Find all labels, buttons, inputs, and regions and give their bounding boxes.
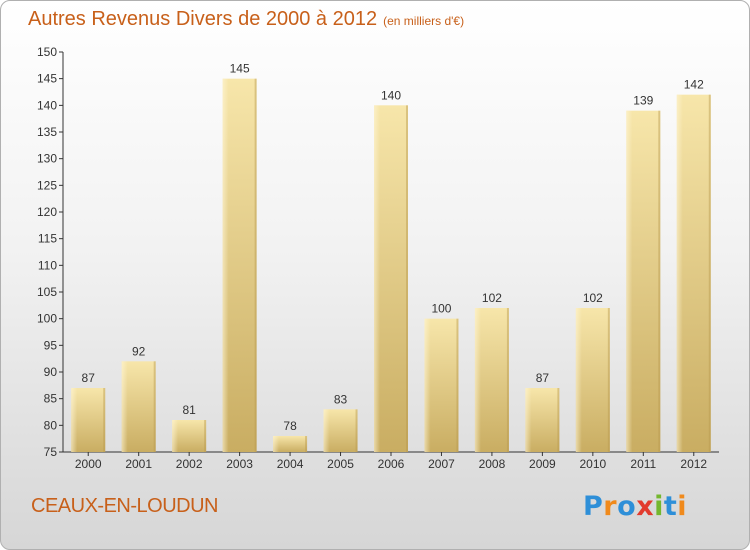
data-label: 140 bbox=[381, 88, 401, 102]
logo-letter: i bbox=[654, 491, 664, 522]
bar-highlight bbox=[71, 388, 78, 452]
y-tick-label: 95 bbox=[44, 338, 58, 352]
bar-edge bbox=[305, 436, 308, 452]
y-tick-label: 85 bbox=[44, 392, 58, 406]
bar-highlight bbox=[121, 361, 128, 452]
x-tick-label: 2002 bbox=[176, 457, 203, 471]
y-tick-label: 140 bbox=[37, 98, 57, 112]
data-label: 78 bbox=[283, 419, 297, 433]
data-label: 83 bbox=[334, 392, 348, 406]
data-label: 81 bbox=[182, 403, 196, 417]
bar-edge bbox=[708, 94, 711, 453]
y-tick-label: 75 bbox=[44, 445, 58, 459]
y-tick-label: 115 bbox=[38, 232, 57, 246]
bar-edge bbox=[658, 110, 661, 453]
bars-group bbox=[71, 78, 711, 453]
logo-letter: x bbox=[636, 491, 655, 522]
data-label: 92 bbox=[132, 344, 146, 358]
y-tick-label: 145 bbox=[37, 72, 57, 86]
logo-letter: i bbox=[677, 491, 688, 522]
y-tick-label: 105 bbox=[37, 285, 57, 299]
bar-edge bbox=[254, 78, 257, 453]
data-label: 100 bbox=[431, 302, 451, 316]
data-label: 145 bbox=[230, 62, 250, 76]
x-tick-label: 2010 bbox=[579, 457, 606, 471]
data-label: 87 bbox=[536, 371, 550, 385]
bar-highlight bbox=[172, 420, 179, 452]
x-tick-label: 2003 bbox=[226, 457, 253, 471]
x-tick-label: 2007 bbox=[428, 457, 455, 471]
x-tick-label: 2000 bbox=[75, 457, 102, 471]
bar-highlight bbox=[374, 105, 380, 452]
y-tick-label: 100 bbox=[37, 312, 57, 326]
logo-letter: r bbox=[603, 491, 618, 522]
bar-highlight bbox=[323, 409, 330, 452]
y-tick-label: 110 bbox=[38, 258, 57, 272]
y-tick-label: 80 bbox=[44, 418, 58, 432]
bar bbox=[273, 436, 308, 452]
bar-highlight bbox=[424, 318, 431, 452]
x-tick-label: 2011 bbox=[630, 457, 656, 471]
data-label: 87 bbox=[82, 371, 96, 385]
y-tick-label: 135 bbox=[37, 125, 57, 139]
bar-highlight bbox=[273, 436, 280, 452]
x-tick-label: 2009 bbox=[529, 457, 556, 471]
bar-highlight bbox=[676, 94, 683, 453]
bar-highlight bbox=[626, 110, 633, 453]
chart-unit: (en milliers d'€) bbox=[383, 14, 465, 28]
bar-edge bbox=[153, 361, 156, 452]
y-tick-label: 130 bbox=[37, 152, 57, 166]
bar-edge bbox=[506, 308, 509, 452]
data-label: 142 bbox=[684, 78, 704, 92]
bar-highlight bbox=[525, 388, 532, 452]
y-tick-label: 120 bbox=[37, 205, 57, 219]
x-tick-label: 2006 bbox=[378, 457, 405, 471]
y-tick-label: 150 bbox=[37, 45, 57, 59]
bar-edge bbox=[456, 318, 459, 452]
chart-title: Autres Revenus Divers de 2000 à 2012 (en … bbox=[28, 8, 464, 31]
x-tick-label: 2008 bbox=[479, 457, 506, 471]
bar-edge bbox=[204, 420, 207, 452]
data-label: 102 bbox=[583, 291, 603, 305]
proxiti-logo: Proxiti bbox=[583, 491, 687, 522]
logo-letter: o bbox=[617, 491, 637, 522]
bar-edge bbox=[406, 105, 408, 452]
bar-edge bbox=[103, 388, 106, 452]
logo-letter: P bbox=[583, 491, 604, 522]
x-tick-label: 2005 bbox=[327, 457, 354, 471]
data-label: 139 bbox=[633, 94, 653, 108]
logo-letter: t bbox=[663, 491, 678, 522]
chart-title-text: Autres Revenus Divers de 2000 à 2012 bbox=[28, 8, 378, 30]
bar-highlight bbox=[575, 308, 582, 452]
bar-highlight bbox=[474, 308, 481, 452]
labels-group: 87 2000 92 2001 81 2002 145 2003 78 2004 83 2005 140… bbox=[75, 62, 708, 471]
y-tick-label: 90 bbox=[44, 365, 58, 379]
data-label: 102 bbox=[482, 291, 502, 305]
x-tick-label: 2012 bbox=[680, 457, 707, 471]
bar-edge bbox=[607, 308, 610, 452]
bar-highlight bbox=[222, 78, 229, 453]
commune-name: CEAUX-EN-LOUDUN bbox=[31, 495, 218, 517]
x-tick-label: 2001 bbox=[125, 457, 152, 471]
bar-edge bbox=[355, 409, 358, 452]
bar-edge bbox=[557, 388, 560, 452]
x-tick-label: 2004 bbox=[277, 457, 304, 471]
y-tick-label: 125 bbox=[37, 178, 57, 192]
